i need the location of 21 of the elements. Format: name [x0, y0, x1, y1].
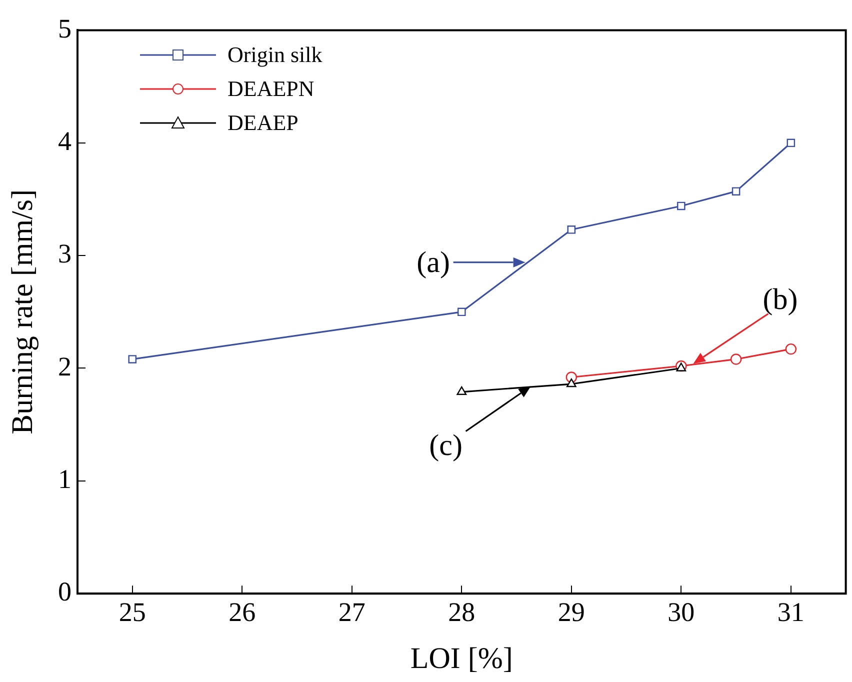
x-tick-label: 25 [118, 596, 146, 627]
annotation: (b) [762, 283, 798, 316]
legend-label: DEAEP [228, 109, 298, 138]
x-tick-label: 31 [777, 596, 804, 627]
x-axis-title: LOI [%] [410, 642, 513, 675]
y-tick-label: 1 [58, 464, 72, 494]
x-tick-label: 26 [228, 596, 256, 627]
x-tick-label: 30 [668, 596, 695, 627]
y-axis-title: Burning rate [mm/s] [6, 189, 39, 434]
x-tick-label: 29 [558, 596, 585, 627]
x-tick-label: 28 [448, 596, 476, 627]
y-tick-label: 4 [58, 126, 72, 156]
annotation: (a) [416, 246, 450, 279]
y-tick-label: 5 [58, 13, 72, 44]
annotation: (c) [429, 428, 462, 462]
y-tick-label: 2 [58, 351, 72, 382]
y-tick-label: 3 [58, 238, 72, 269]
legend-label: DEAEPN [228, 75, 314, 104]
y-tick-label: 0 [58, 576, 72, 607]
legend-label: Origin silk [228, 41, 322, 70]
x-tick-label: 27 [338, 596, 366, 627]
